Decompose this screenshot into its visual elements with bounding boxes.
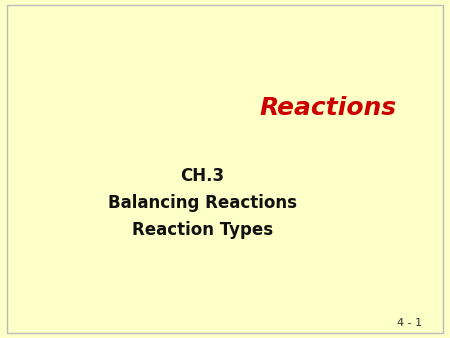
Text: 4 - 1: 4 - 1	[397, 318, 422, 328]
Text: Reactions: Reactions	[260, 96, 397, 120]
Text: Reaction Types: Reaction Types	[132, 221, 273, 239]
Text: Balancing Reactions: Balancing Reactions	[108, 194, 297, 212]
Text: CH.3: CH.3	[180, 167, 225, 185]
